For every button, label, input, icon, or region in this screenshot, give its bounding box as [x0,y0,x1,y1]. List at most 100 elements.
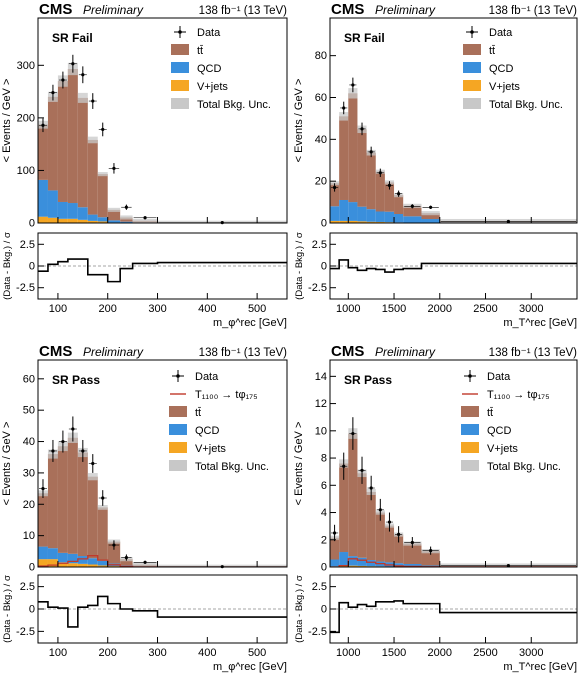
legend-label-unc: Total Bkg. Unc. [197,99,271,111]
y-axis-title: < Events / GeV > [1,422,13,506]
pull-panel: -2.5 0 2.5 100 200 300 400 500 (Data - Bkg.) / σ… [2,232,288,329]
vjets-bar [357,565,367,567]
x-tick-label: 400 [198,647,216,659]
y-tick-label: 60 [23,373,35,385]
vjets-bar [57,562,68,567]
data-point [369,486,373,490]
pull-y-tick-label: 2.5 [312,239,327,251]
ttbar-bar [107,541,121,564]
qcd-bar [403,216,422,223]
qcd-bar [330,206,340,221]
legend-label-data: Data [197,27,221,39]
y-tick-label: 6 [321,480,327,492]
panel-1: 0 100 200 300 SR Fail < Events / GeV > Data tt̄… [1,17,288,329]
cms-label: CMS [331,1,364,18]
pull-y-axis-title: (Data - Bkg.) / σ [2,232,13,300]
x-tick-label: 200 [99,647,117,659]
pull-line [330,259,577,273]
qcd-bar [97,217,108,222]
panel-header-4: CMS Preliminary 138 fb⁻¹ (13 TeV) [331,343,577,360]
legend-swatch-qcd [463,62,481,73]
data-point [410,204,414,208]
ttbar-bar [394,534,404,564]
ttbar-bar [107,209,121,221]
legend-swatch-ttbar [463,44,481,55]
legend: Data tt̄ QCD V+jets Total Bkg. Unc. [171,26,271,111]
data-point [81,73,85,77]
pull-y-tick-label: 0 [29,604,35,616]
qcd-bar [394,214,404,223]
y-tick-label: 0 [321,562,327,574]
ttbar-bar [357,129,367,207]
main-frame [37,359,288,568]
x-axis-title: m_φ^rec [GeV] [213,661,287,673]
qcd-bar [87,214,98,221]
unc-band [87,473,98,481]
pull-panel: -2.5 0 2.5 1000 1500 2000 2500 3000 (Data - Bkg.… [294,232,578,329]
data-point [351,83,355,87]
qcd-bar [67,203,78,219]
ttbar-bar [120,217,133,222]
legend: Data tt̄ QCD V+jets Total Bkg. Unc. [463,26,563,111]
data-point [101,496,105,500]
legend-label-signal: T₁₁₀₀ → tφ₁₇₅ [487,389,550,401]
legend-label-ttbar: tt̄ [487,407,493,419]
stack-bars [38,62,287,223]
pull-y-tick-label: 2.5 [20,581,35,593]
vjets-bar [97,221,108,223]
lumi-label: 138 fb⁻¹ (13 TeV) [489,347,577,359]
y-tick-label: 80 [315,50,327,62]
preliminary-label: Preliminary [83,3,144,17]
pull-line [38,258,287,283]
qcd-bar [366,209,376,222]
ttbar-bar [57,81,68,202]
legend-data-marker [176,374,180,378]
qcd-bar [348,202,358,221]
pull-line [330,600,577,634]
region-label: SR Fail [344,31,385,45]
legend-label-data: Data [195,371,219,383]
y-tick-label: 200 [17,112,35,124]
qcd-bar [348,556,358,566]
data-point [378,171,382,175]
ttbar-bar [330,537,340,560]
unc-band [348,88,358,99]
legend-swatch-qcd [461,424,479,435]
qcd-bar [87,558,98,565]
legend-label-qcd: QCD [195,425,220,437]
legend-swatch-vjets [169,442,187,453]
legend-data-marker [468,374,472,378]
lumi-label: 138 fb⁻¹ (13 TeV) [489,5,577,17]
x-tick-label: 3000 [519,647,543,659]
vjets-bar [97,565,108,567]
data-point [71,62,75,66]
data-point [143,216,147,220]
data-point [81,449,85,453]
legend-label-vjets: V+jets [487,443,518,455]
vjets-bar [38,559,48,567]
y-axis-title: < Events / GeV > [1,79,13,163]
preliminary-label: Preliminary [83,345,144,359]
y-tick-label: 2 [321,534,327,546]
vjets-bar [339,220,349,223]
vjets-bar [77,563,88,567]
legend-swatch-ttbar [171,44,189,55]
data-point [332,531,337,535]
legend-swatch-ttbar [169,406,187,417]
cms-label: CMS [39,343,72,360]
qcd-bar [67,553,78,564]
data-point [429,205,433,209]
pull-y-axis-title: (Data - Bkg.) / σ [294,575,305,643]
ttbar-bar [348,93,358,203]
data-point [124,205,128,209]
vjets-bar [339,565,349,567]
data-point [397,192,401,196]
data-point [342,106,346,110]
pull-y-tick-label: -2.5 [16,626,35,638]
qcd-bar [403,564,422,567]
qcd-bar [38,546,48,560]
unc-band [421,211,440,216]
legend-swatch-vjets [461,442,479,453]
ttbar-bar [384,525,395,563]
